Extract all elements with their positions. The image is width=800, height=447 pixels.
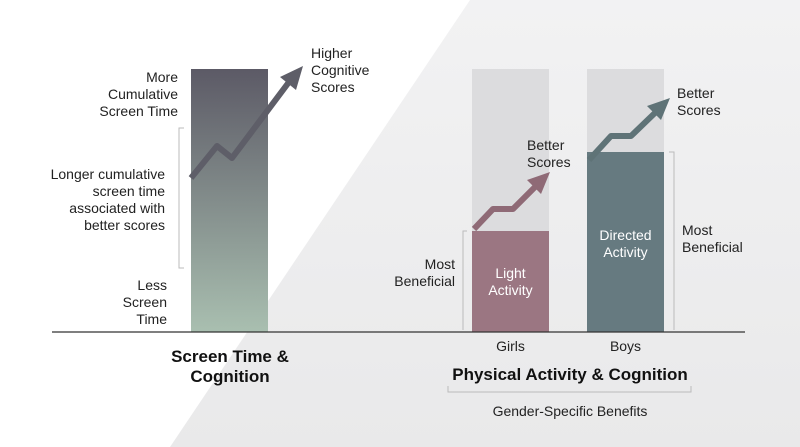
longer-screen-time-note: Longer cumulative screen time associated… (50, 166, 165, 233)
screen-time-bar (191, 69, 268, 332)
more-screen-time-label: More Cumulative Screen Time (99, 69, 178, 119)
girls-most-beneficial-label: Most Beneficial (394, 256, 455, 289)
girls-better-scores-arrow (471, 181, 541, 232)
higher-cognitive-scores-label: Higher Cognitive Scores (311, 45, 370, 95)
directed-activity-label: Directed Activity (599, 227, 652, 260)
gender-benefits-bracket (447, 386, 692, 393)
boys-better-scores-arrow (586, 107, 661, 163)
less-screen-time-label: Less Screen Time (122, 277, 167, 327)
girls-light-activity-bar (472, 231, 549, 332)
screen-time-title: Screen Time & Cognition (171, 347, 289, 386)
girls-arrowhead (527, 172, 550, 194)
boys-better-scores-label: Better Scores (677, 85, 721, 118)
cognitive-scores-arrow (188, 76, 295, 180)
boys-arrowhead (647, 98, 670, 120)
physical-activity-title: Physical Activity & Cognition (452, 365, 688, 384)
girls-bracket (462, 230, 467, 330)
boys-most-beneficial-label: Most Beneficial (682, 222, 743, 255)
girls-better-scores-label: Better Scores (527, 137, 571, 170)
screen-time-bracket (178, 127, 184, 269)
gender-benefits-subtitle: Gender-Specific Benefits (492, 403, 648, 419)
girls-category-label: Girls (496, 338, 525, 354)
cognitive-scores-arrowhead (280, 66, 303, 90)
light-activity-label: Light Activity (488, 265, 533, 298)
boys-category-label: Boys (609, 338, 642, 354)
boys-bracket (669, 151, 675, 330)
boys-directed-activity-bar (587, 152, 664, 332)
